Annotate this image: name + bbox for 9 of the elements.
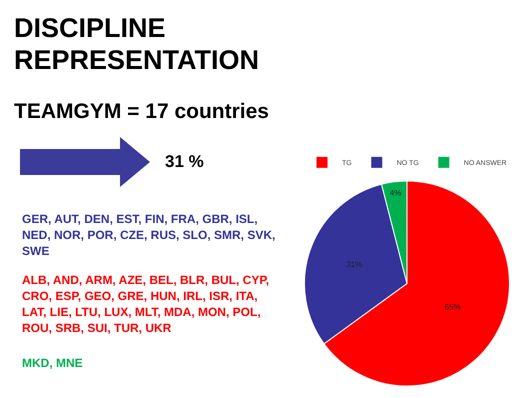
text: TEAMGYM = 17 countries: [14, 100, 269, 124]
text: GER, AUT, DEN, EST, FIN, FRA, GBR, ISL, NED, NOR, POR, CZE, RUS, SLO, SMR, SVK, SWE: [22, 211, 276, 259]
text: 31 %: [165, 152, 204, 172]
data-label: 4%: [390, 188, 402, 198]
text: ALB, AND, ARM, AZE, BEL, BLR, BUL, CYP, CRO, ESP, GEO, GRE, HUN, IRL, ISR, ITA, LAT, LIE, LTU, LUX, MLT, MDA, MON, POL, ROU, SRB, SUI, TUR, UKR: [22, 272, 270, 336]
text: MKD, MNE: [22, 355, 84, 371]
chart-title: DISCIPLINE REPRESENTATION: [14, 12, 260, 76]
data-label: 31%: [346, 260, 362, 269]
data-label: 65%: [444, 302, 461, 312]
